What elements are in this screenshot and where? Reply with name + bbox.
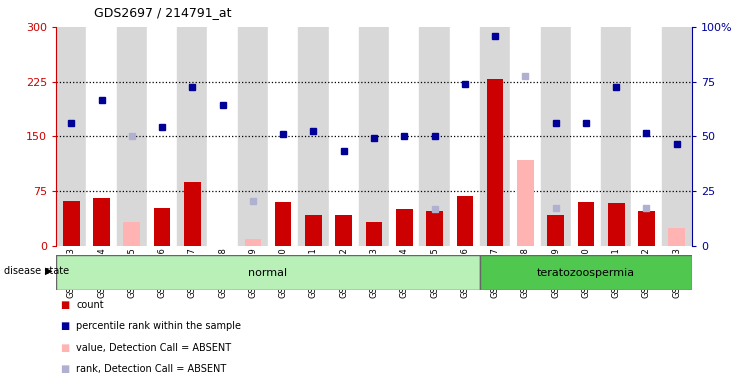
Bar [177,27,207,246]
Bar [335,215,352,246]
Bar [154,208,171,246]
Bar [396,209,413,246]
Bar [577,202,594,246]
Bar [426,211,443,246]
Bar [359,27,389,246]
Bar [298,27,328,246]
Text: percentile rank within the sample: percentile rank within the sample [76,321,242,331]
Bar [207,27,238,246]
Bar [245,239,261,246]
Bar [601,27,631,246]
Text: teratozoospermia: teratozoospermia [537,268,635,278]
Text: ■: ■ [60,364,69,374]
Bar [275,202,292,246]
Bar [638,211,654,246]
Bar [94,198,110,246]
Bar [608,204,625,246]
Bar [63,200,79,246]
Text: count: count [76,300,104,310]
Bar [631,27,662,246]
Text: normal: normal [248,268,287,278]
Bar [480,27,510,246]
Bar [389,27,420,246]
Bar [571,27,601,246]
Bar [123,222,140,246]
Bar [450,27,480,246]
Bar [541,27,571,246]
Bar [328,27,359,246]
Bar [420,27,450,246]
Bar [669,227,685,246]
Bar [548,215,564,246]
Bar [56,27,86,246]
Text: ▶: ▶ [45,266,52,276]
Text: ■: ■ [60,300,69,310]
Bar [86,27,117,246]
Text: ■: ■ [60,343,69,353]
Bar [305,215,322,246]
Bar [366,222,382,246]
Text: ■: ■ [60,321,69,331]
Bar [117,27,147,246]
Text: disease state: disease state [4,266,69,276]
Bar [487,79,503,246]
Bar [268,27,298,246]
Bar [517,160,534,246]
Bar [56,255,480,290]
Bar [147,27,177,246]
Bar [662,27,692,246]
Bar [238,27,268,246]
Bar [480,255,692,290]
Text: value, Detection Call = ABSENT: value, Detection Call = ABSENT [76,343,231,353]
Text: GDS2697 / 214791_at: GDS2697 / 214791_at [94,6,231,19]
Text: rank, Detection Call = ABSENT: rank, Detection Call = ABSENT [76,364,227,374]
Bar [456,196,473,246]
Bar [510,27,541,246]
Bar [184,182,200,246]
